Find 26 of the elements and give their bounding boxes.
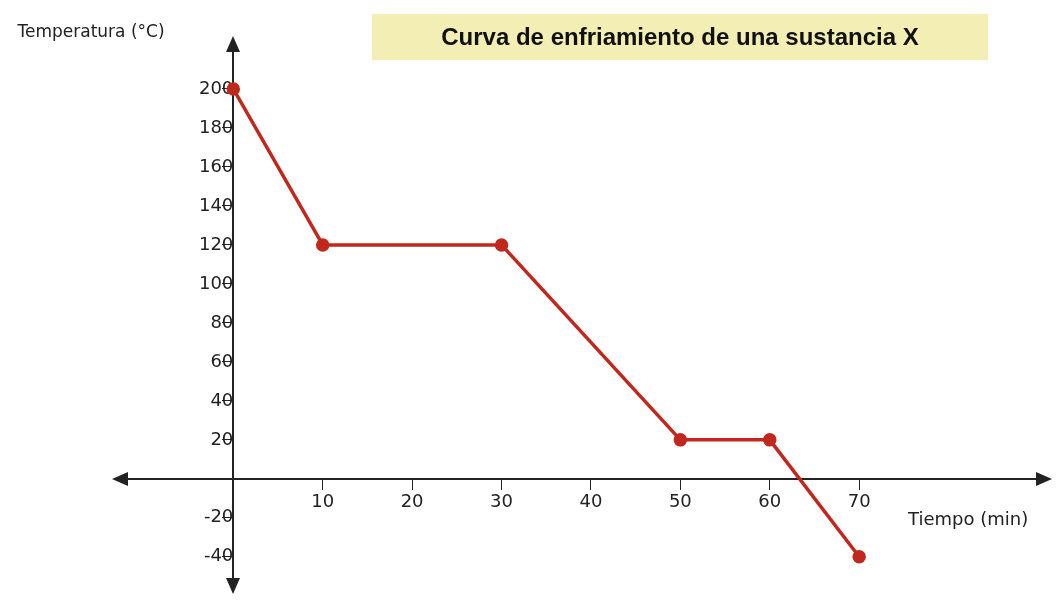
- x-tick-label: 70: [847, 490, 871, 512]
- y-tick-label: 120: [198, 232, 234, 254]
- y-tick-label: 100: [198, 271, 234, 293]
- point: [673, 433, 688, 447]
- x-axis-title: Tiempo (min): [908, 508, 1029, 529]
- y-tick-label: 20: [210, 427, 234, 449]
- y-tick-label: -40: [203, 544, 234, 566]
- y-tick-label: 160: [198, 154, 234, 176]
- point: [763, 433, 777, 447]
- x-tick-label: 60: [758, 490, 782, 512]
- y-tick-label: -20: [203, 505, 234, 527]
- x-tick-label: 30: [490, 490, 513, 512]
- point: [315, 238, 330, 252]
- y-tick-label: 140: [198, 193, 234, 215]
- y-tick-label: 180: [198, 115, 234, 137]
- y-tick-label: 60: [210, 349, 234, 371]
- y-tick-label: 40: [210, 388, 234, 410]
- point: [494, 238, 509, 252]
- x-tick-label: 20: [400, 490, 424, 512]
- title-banner: Curva de enfriamiento de una sustancia X: [372, 14, 988, 60]
- x-tick-label: 50: [668, 490, 692, 512]
- x-tick-label: 10: [311, 490, 335, 512]
- point: [852, 550, 866, 564]
- x-tick-label: 40: [579, 490, 603, 512]
- y-axis-title: Temperatura (°C): [16, 20, 166, 43]
- y-tick-label: 80: [210, 310, 234, 332]
